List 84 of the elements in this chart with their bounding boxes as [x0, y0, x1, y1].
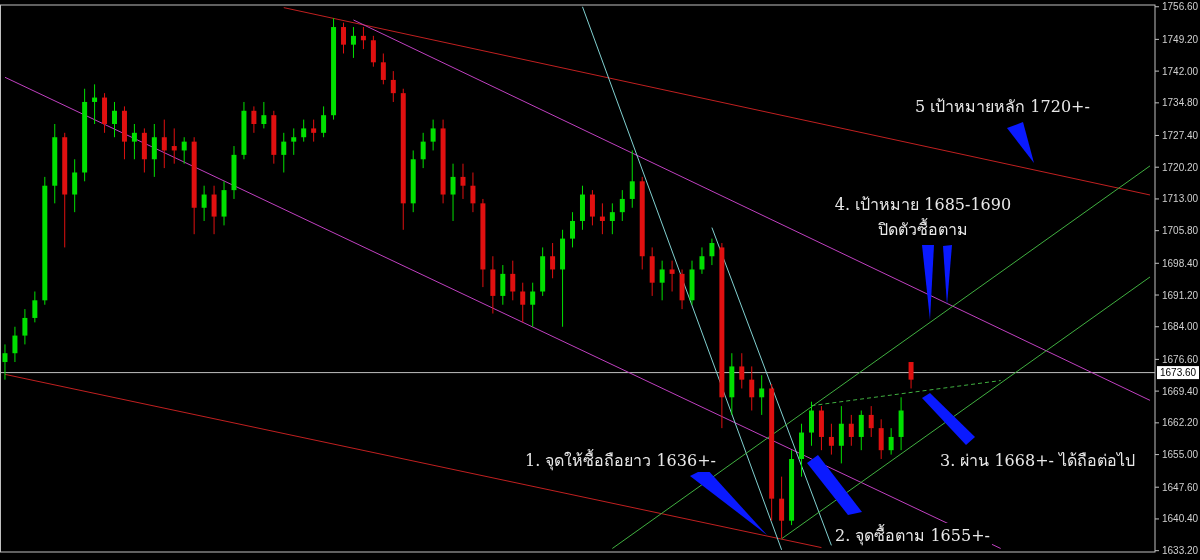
- candlestick: [659, 260, 665, 301]
- candlestick: [739, 352, 745, 389]
- annotation: 2. จุดซื้อตาม 1655+-: [835, 524, 990, 546]
- candlestick: [171, 127, 177, 165]
- candlestick: [520, 282, 526, 323]
- candlestick: [301, 119, 307, 143]
- y-tick-label: 1640.40: [1162, 513, 1199, 525]
- candlestick: [589, 189, 595, 226]
- candlestick: [161, 119, 167, 169]
- candlestick: [420, 132, 426, 169]
- candlestick: [251, 105, 257, 134]
- candlestick: [570, 211, 576, 248]
- candlestick: [868, 405, 874, 438]
- candlestick: [510, 260, 516, 301]
- y-tick-label: 1742.00: [1162, 65, 1199, 77]
- y-tick-label: 1705.80: [1162, 225, 1199, 237]
- y-tick-label: 1713.00: [1162, 193, 1199, 205]
- candlestick: [370, 35, 376, 68]
- candlestick: [131, 123, 137, 160]
- candlestick: [380, 52, 386, 85]
- y-tick-label: 1676.60: [1162, 353, 1199, 365]
- candlestick: [878, 418, 884, 460]
- candlestick: [181, 136, 187, 165]
- candlestick: [281, 132, 287, 173]
- candlestick: [112, 101, 117, 138]
- y-tick-label: 1734.80: [1162, 97, 1199, 109]
- candlestick: [261, 101, 267, 129]
- annotation: 3. ผ่าน 1668+- ได้ถือต่อไป: [940, 451, 1136, 470]
- candlestick: [809, 401, 814, 447]
- candlestick: [350, 26, 356, 59]
- candlestick: [151, 123, 157, 178]
- y-tick-label: 1756.60: [1162, 1, 1199, 13]
- y-tick-label: 1720.20: [1162, 161, 1199, 173]
- candlestick: [848, 414, 854, 447]
- candlestick: [321, 105, 327, 138]
- y-tick-label: 1749.20: [1162, 33, 1199, 45]
- candlestick: [669, 260, 675, 292]
- y-tick-label: 1662.20: [1162, 417, 1199, 429]
- y-tick-label: 1727.40: [1162, 129, 1199, 141]
- candlestick: [858, 410, 864, 451]
- candlestick: [311, 119, 317, 143]
- candlestick: [888, 427, 894, 456]
- candlestick: [619, 189, 625, 222]
- candlestick: [72, 158, 78, 213]
- candlestick: [12, 326, 18, 363]
- candlestick: [32, 291, 38, 323]
- candlestick: [201, 185, 207, 222]
- candlestick: [838, 405, 844, 464]
- y-tick-label: 1633.20: [1162, 545, 1199, 557]
- candlestick: [2, 343, 8, 381]
- y-tick-label: 1647.60: [1162, 481, 1199, 493]
- candlestick: [699, 246, 705, 275]
- candlestick: [430, 119, 436, 151]
- candlestick: [609, 202, 615, 235]
- candlestick: [779, 476, 785, 539]
- candlestick: [629, 149, 635, 209]
- candlestick: [828, 423, 834, 456]
- candlestick: [470, 171, 476, 213]
- candlestick: [599, 202, 605, 235]
- y-tick-label: 1655.00: [1162, 449, 1199, 461]
- candlestick: [550, 242, 556, 279]
- y-tick-label: 1691.20: [1162, 289, 1199, 301]
- candlestick: [759, 374, 765, 416]
- annotation: 5 เป้าหมายหลัก 1720+-: [915, 97, 1090, 116]
- candlestick: [530, 282, 536, 328]
- annotation: 1. จุดให้ซื้อถือยาว 1636+-: [525, 449, 716, 471]
- candlestick: [291, 127, 297, 156]
- candlestick: [500, 264, 506, 306]
- ref-line-label: 1673.60: [1160, 367, 1197, 379]
- candlestick: [450, 163, 456, 222]
- candlestick: [341, 22, 346, 54]
- annotation: 4. เป้าหมาย 1685-1690: [834, 195, 1012, 214]
- candlestick: [749, 365, 755, 412]
- candlestick: [908, 361, 914, 389]
- y-tick-label: 1669.40: [1162, 385, 1199, 397]
- candlestick: [360, 26, 366, 50]
- candlestick: [390, 70, 396, 103]
- annotation: ปิดตัวซื้อตาม: [878, 218, 968, 239]
- y-tick-label: 1698.40: [1162, 257, 1199, 269]
- candlestick: [92, 83, 98, 125]
- candlestick: [22, 308, 28, 345]
- y-tick-label: 1684.00: [1162, 321, 1199, 333]
- candlestick: [709, 238, 715, 266]
- candlestick: [211, 185, 217, 235]
